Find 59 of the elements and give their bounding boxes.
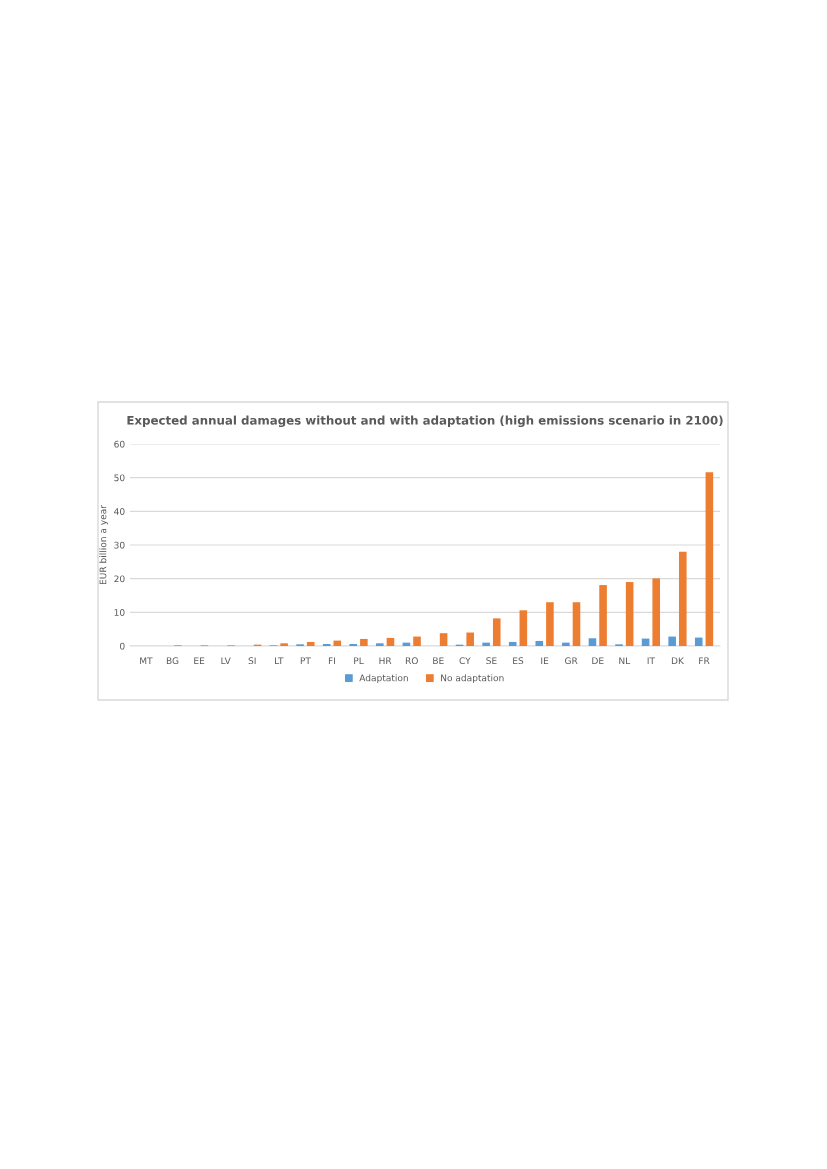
x-tick-label: SE [486,657,497,665]
bar [705,472,714,646]
bar [546,602,554,646]
bar [679,551,687,646]
bar [599,585,607,646]
bar [439,633,448,646]
bar [588,638,597,646]
y-tick-label: 0 [119,642,125,650]
x-tick-label: LV [221,657,231,664]
x-tick-label: CY [459,657,471,665]
bar [349,643,358,646]
x-tick-label: IE [541,657,549,664]
chart-title: Expected annual damages without and with adaptation (high emissions scenario in 2100) [127,415,723,428]
x-tick-label: NL [619,657,631,664]
bar [482,642,490,646]
bar [652,578,661,646]
x-tick-label: DE [592,657,604,664]
x-tick-label: ES [513,657,524,665]
x-tick-label: LT [275,657,284,664]
x-tick-label: BE [433,657,444,664]
bar [376,643,384,646]
x-tick-label: IT [647,657,656,664]
bar [572,602,581,646]
x-tick-label: BG [166,657,179,665]
bar [562,642,570,646]
bar [306,641,315,646]
bar [519,610,528,646]
bar [508,641,517,646]
bar [492,618,501,646]
x-tick-label: RO [405,657,418,665]
bar [625,582,634,646]
y-axis-title: EUR billion a year [99,505,109,585]
y-tick-label: 60 [114,440,125,448]
bar [360,638,368,646]
legend-label: Adaptation [359,674,408,684]
x-tick-label: MT [140,657,153,664]
y-tick-label: 20 [114,575,125,583]
bar [280,643,288,646]
x-tick-label: HR [379,657,392,664]
x-tick-label: PL [354,657,364,664]
x-tick-label: FR [699,657,710,664]
x-tick-label: EE [194,657,205,664]
bar [322,643,331,646]
y-tick-label: 30 [114,541,125,549]
bar [413,636,421,646]
legend-label: No adaptation [441,674,504,684]
bar [535,640,544,646]
y-tick-label: 10 [114,609,125,616]
x-tick-label: FI [328,657,336,664]
x-tick-label: PT [300,657,311,664]
bar [466,632,474,646]
y-tick-label: 50 [114,474,125,482]
x-tick-label: DK [671,657,685,664]
bar [668,636,676,646]
x-tick-label: GR [565,657,578,665]
y-tick-label: 40 [114,508,125,515]
bar [386,637,395,646]
x-tick-label: SI [248,657,256,665]
bar [694,637,703,646]
